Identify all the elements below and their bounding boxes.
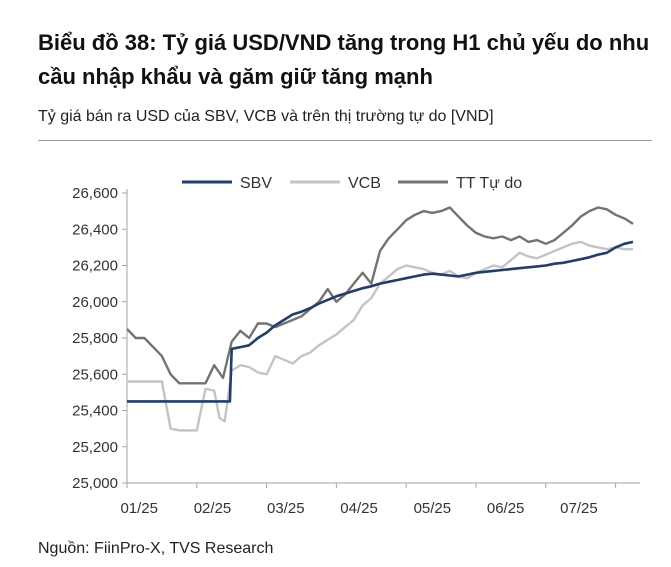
x-tick-label: 05/25 (414, 500, 452, 517)
series-line-tt-tự-do (126, 206, 634, 385)
y-tick-label: 26,200 (72, 258, 118, 275)
series-lines (126, 206, 634, 432)
x-tick-label: 06/25 (487, 500, 525, 517)
series-line-sbv (127, 240, 634, 403)
legend: SBV VCB TT Tự do (182, 175, 522, 192)
axis-labels: 25,000 25,200 25,400 25,600 25,800 26,000 26,2… (72, 185, 598, 517)
y-tick-label: 26,000 (72, 294, 118, 311)
x-tick-label: 04/25 (340, 500, 378, 517)
y-tick-label: 25,200 (72, 439, 118, 456)
legend-label: SBV (240, 175, 272, 192)
y-tick-label: 26,600 (72, 185, 118, 202)
chart-subtitle: Tỷ giá bán ra USD của SBV, VCB và trên t… (38, 108, 494, 125)
x-tick-label: 02/25 (194, 500, 232, 517)
chart-title: Biểu đồ 38: Tỷ giá USD/VND tăng trong H1… (38, 30, 650, 89)
plot-area (122, 189, 640, 488)
y-tick-label: 25,600 (72, 366, 118, 383)
title-divider (38, 140, 652, 141)
y-tick-label: 25,000 (72, 475, 118, 492)
y-tick-label: 26,400 (72, 221, 118, 238)
source-note: Nguồn: FiinPro-X, TVS Research (38, 540, 274, 557)
legend-label: TT Tự do (456, 175, 522, 192)
y-tick-label: 25,400 (72, 403, 118, 420)
x-tick-label: 01/25 (120, 500, 158, 517)
x-tick-label: 03/25 (267, 500, 305, 517)
x-tick-label: 07/25 (560, 500, 598, 517)
legend-label: VCB (348, 175, 381, 192)
y-tick-label: 25,800 (72, 330, 118, 347)
series-line-vcb (127, 240, 633, 432)
